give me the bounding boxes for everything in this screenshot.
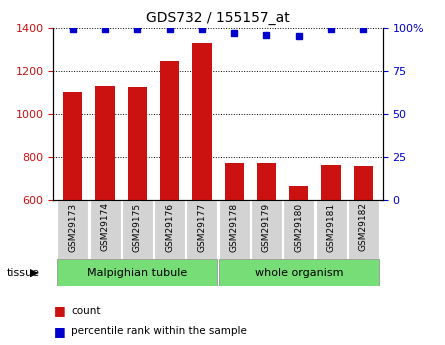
Bar <box>251 200 282 259</box>
Bar <box>289 186 308 200</box>
Title: GDS732 / 155157_at: GDS732 / 155157_at <box>146 11 290 25</box>
Bar <box>321 165 341 200</box>
Text: GSM29180: GSM29180 <box>294 203 303 252</box>
Text: GSM29179: GSM29179 <box>262 203 271 252</box>
Bar <box>95 86 115 200</box>
Bar <box>63 92 82 200</box>
Text: ■: ■ <box>53 304 65 317</box>
Bar <box>160 61 179 200</box>
Text: whole organism: whole organism <box>255 268 343 277</box>
Text: GSM29174: GSM29174 <box>101 203 109 252</box>
Text: tissue: tissue <box>7 268 40 277</box>
Text: GSM29173: GSM29173 <box>68 203 77 252</box>
Bar <box>154 200 185 259</box>
Bar <box>218 200 250 259</box>
Bar <box>316 200 347 259</box>
Bar <box>192 43 211 200</box>
Text: percentile rank within the sample: percentile rank within the sample <box>71 326 247 336</box>
Bar <box>225 164 244 200</box>
Text: GSM29178: GSM29178 <box>230 203 239 252</box>
Bar <box>57 200 88 259</box>
Text: GSM29175: GSM29175 <box>133 203 142 252</box>
Text: GSM29177: GSM29177 <box>198 203 206 252</box>
Bar <box>186 200 218 259</box>
Bar <box>348 200 379 259</box>
Bar <box>128 87 147 200</box>
Text: ■: ■ <box>53 325 65 338</box>
Text: GSM29176: GSM29176 <box>165 203 174 252</box>
Text: GSM29182: GSM29182 <box>359 203 368 252</box>
Text: ▶: ▶ <box>30 268 39 277</box>
Bar <box>218 259 379 286</box>
Text: Malpighian tubule: Malpighian tubule <box>87 268 187 277</box>
Text: GSM29181: GSM29181 <box>327 203 336 252</box>
Text: count: count <box>71 306 101 315</box>
Bar <box>257 164 276 200</box>
Bar <box>89 200 121 259</box>
Bar <box>283 200 314 259</box>
Bar <box>354 166 373 200</box>
Bar <box>122 200 153 259</box>
Bar <box>57 259 218 286</box>
